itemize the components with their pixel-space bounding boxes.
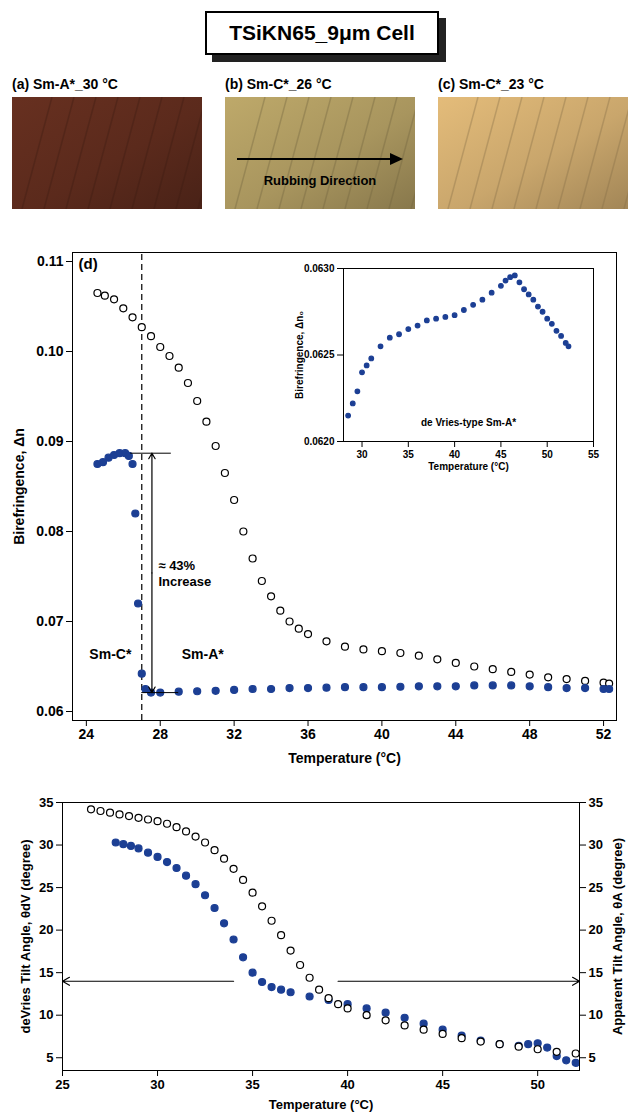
svg-text:40: 40 <box>449 449 461 460</box>
svg-text:10: 10 <box>39 1007 53 1022</box>
svg-text:0.0630: 0.0630 <box>304 263 335 274</box>
html-text:(a) Sm-A*_30 °C: (a) Sm-A*_30 °C <box>12 76 118 92</box>
svg-text:Temperature (°C): Temperature (°C) <box>288 750 401 766</box>
html-text:(c) Sm-C*_23 °C: (c) Sm-C*_23 °C <box>438 76 544 92</box>
svg-text:35: 35 <box>245 1077 259 1092</box>
svg-text:Apparent Tilt Angle, θA (degre: Apparent Tilt Angle, θA (degree) <box>610 838 625 1035</box>
svg-text:40: 40 <box>340 1077 354 1092</box>
svg-text:Rubbing Direction: Rubbing Direction <box>264 173 377 188</box>
svg-text:Birefringence, Δn: Birefringence, Δn <box>11 428 27 545</box>
svg-text:30: 30 <box>39 837 53 852</box>
svg-text:25: 25 <box>39 880 53 895</box>
svg-text:25: 25 <box>589 880 603 895</box>
svg-text:0.0620: 0.0620 <box>304 436 335 447</box>
svg-text:0.07: 0.07 <box>36 613 63 629</box>
svg-text:15: 15 <box>589 965 603 980</box>
svg-text:Birefringence, Δn₀: Birefringence, Δn₀ <box>294 311 305 399</box>
svg-text:45: 45 <box>495 449 507 460</box>
svg-text:30: 30 <box>589 837 603 852</box>
svg-text:50: 50 <box>542 449 554 460</box>
svg-text:30: 30 <box>150 1077 164 1092</box>
svg-text:36: 36 <box>300 726 316 742</box>
svg-text:deVries Tilt Angle, θdV (degre: deVries Tilt Angle, θdV (degree) <box>18 839 33 1033</box>
svg-text:Sm-C*: Sm-C* <box>89 646 132 662</box>
svg-text:48: 48 <box>522 726 538 742</box>
svg-text:0.11: 0.11 <box>37 253 64 269</box>
html-text:TSiKN65_9μm Cell: TSiKN65_9μm Cell <box>229 21 415 44</box>
svg-text:55: 55 <box>588 449 600 460</box>
svg-text:0.06: 0.06 <box>36 703 63 719</box>
svg-text:44: 44 <box>448 726 464 742</box>
svg-text:5: 5 <box>46 1050 53 1065</box>
svg-text:de Vries-type Sm-A*: de Vries-type Sm-A* <box>421 417 516 428</box>
svg-text:45: 45 <box>435 1077 449 1092</box>
svg-text:0.08: 0.08 <box>36 523 63 539</box>
svg-text:10: 10 <box>589 1007 603 1022</box>
svg-text:35: 35 <box>39 795 53 810</box>
html-text:(b) Sm-C*_26 °C: (b) Sm-C*_26 °C <box>225 76 332 92</box>
svg-text:Sm-A*: Sm-A* <box>182 646 225 662</box>
svg-text:28: 28 <box>152 726 168 742</box>
svg-text:35: 35 <box>403 449 415 460</box>
svg-text:20: 20 <box>589 922 603 937</box>
svg-text:25: 25 <box>55 1077 69 1092</box>
svg-text:15: 15 <box>39 965 53 980</box>
svg-text:32: 32 <box>226 726 242 742</box>
svg-text:(d): (d) <box>79 255 98 272</box>
svg-text:52: 52 <box>596 726 612 742</box>
svg-text:5: 5 <box>589 1050 596 1065</box>
svg-text:35: 35 <box>589 795 603 810</box>
svg-text:24: 24 <box>79 726 95 742</box>
svg-text:30: 30 <box>356 449 368 460</box>
svg-text:≈ 43%Increase: ≈ 43%Increase <box>158 558 211 589</box>
svg-text:0.09: 0.09 <box>36 433 63 449</box>
svg-text:50: 50 <box>530 1077 544 1092</box>
svg-text:0.10: 0.10 <box>36 343 63 359</box>
svg-text:40: 40 <box>374 726 390 742</box>
svg-text:20: 20 <box>39 922 53 937</box>
svg-text:0.0625: 0.0625 <box>304 349 335 360</box>
svg-text:Temperature (°C): Temperature (°C) <box>428 461 509 472</box>
svg-text:Temperature (°C): Temperature (°C) <box>269 1097 374 1112</box>
